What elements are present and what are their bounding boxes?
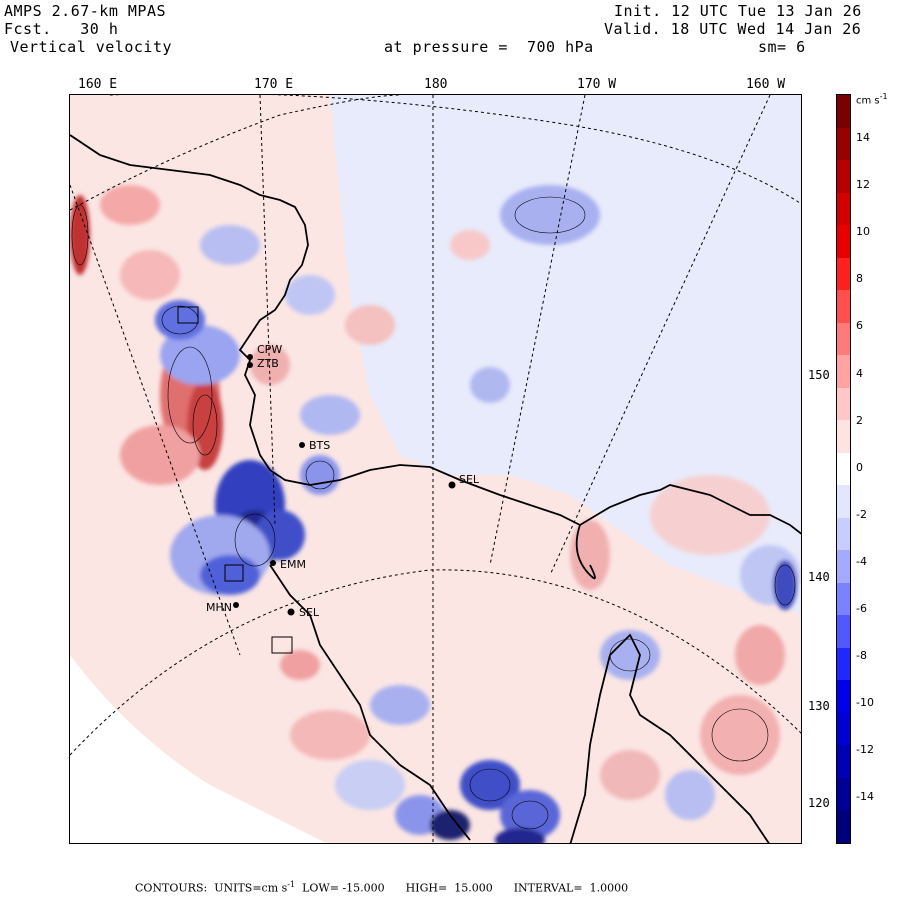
station-box-3 <box>271 636 293 654</box>
level-value: 700 hPa <box>526 38 594 56</box>
vertical-velocity-map: CPW ZTB BTS SEL EMM MHN SEL <box>69 94 802 844</box>
fcst-value: 30 h <box>80 20 119 38</box>
station-box-2 <box>224 564 244 582</box>
footer-units: UNITS=cm s <box>214 881 288 895</box>
colorbar-units-exp: -1 <box>879 92 888 101</box>
field-name: Vertical velocity <box>10 38 173 56</box>
colorbar-tick-label: 4 <box>856 366 863 380</box>
colorbar-tick-label: 12 <box>856 178 870 192</box>
station-label-emm: EMM <box>280 558 306 571</box>
lon-label-170e: 170 E <box>254 77 294 92</box>
colorbar-segment <box>837 127 850 161</box>
colorbar-tick-label: 2 <box>856 413 863 427</box>
footer: CONTOURS: UNITS=cm s-1 LOW= -15.000 HIGH… <box>135 880 628 895</box>
pressure-level: at pressure = 700 hPa <box>384 38 594 56</box>
colorbar-segment <box>837 810 850 844</box>
colorbar-segment <box>837 192 850 226</box>
colorbar-tick-label: -14 <box>856 790 874 804</box>
velocity-cells <box>70 185 800 843</box>
colorbar-tick-label: -2 <box>856 507 867 521</box>
graticule <box>70 95 801 843</box>
footer-high-value: 15.000 <box>454 881 493 895</box>
map-canvas: CPW ZTB BTS SEL EMM MHN SEL <box>70 95 801 843</box>
no-data-region <box>70 655 327 843</box>
colorbar-segment <box>837 452 850 486</box>
colorbar-tick-label: 0 <box>856 460 863 474</box>
colorbar-tick-label: -8 <box>856 649 867 663</box>
footer-low-label: LOW= <box>302 881 339 895</box>
colorbar-tick-label: -10 <box>856 696 874 710</box>
station-label-sel2: SEL <box>299 606 320 619</box>
lon-label-160w: 160 W <box>746 77 786 92</box>
station-label-ztb: ZTB <box>257 357 279 370</box>
colorbar-segment <box>837 777 850 811</box>
colorbar-units-text: cm s <box>856 95 880 107</box>
station-marker-sel2 <box>287 608 295 616</box>
colorbar-segment <box>837 355 850 389</box>
footer-contours: CONTOURS: <box>135 881 208 895</box>
colorbar-segment <box>837 712 850 746</box>
colorbar-segment <box>837 615 850 649</box>
colorbar-segment <box>837 485 850 519</box>
smoothing: sm= 6 <box>758 38 806 56</box>
colorbar-tick-label: 6 <box>856 319 863 333</box>
station-label-bts: BTS <box>309 439 330 452</box>
colorbar-tick-label: -4 <box>856 554 867 568</box>
colorbar-segment <box>837 647 850 681</box>
colorbar <box>836 94 851 844</box>
colorbar-segment <box>837 517 850 551</box>
lon-label-180: 180 <box>424 77 448 92</box>
station-label-cpw: CPW <box>257 343 282 356</box>
footer-high-label: HIGH= <box>405 881 448 895</box>
colorbar-segment <box>837 95 850 129</box>
valid-time: Valid. 18 UTC Wed 14 Jan 26 <box>604 20 862 38</box>
fcst-label: Fcst. <box>4 20 52 38</box>
footer-low-value: -15.000 <box>342 881 385 895</box>
forecast-hour: Fcst. 30 h <box>4 20 118 38</box>
colorbar-tick-label: 10 <box>856 225 870 239</box>
station-marker-mhn <box>233 602 239 608</box>
colorbar-segment <box>837 387 850 421</box>
colorbar-segment <box>837 225 850 259</box>
station-marker-cpw <box>247 354 253 360</box>
level-prefix: at pressure = <box>384 38 508 56</box>
colorbar-segment <box>837 322 850 356</box>
init-time: Init. 12 UTC Tue 13 Jan 26 <box>614 2 862 20</box>
colorbar-tick-label: 8 <box>856 272 863 286</box>
station-marker-emm <box>270 560 276 566</box>
colorbar-units: cm s-1 <box>856 92 888 106</box>
station-marker-ztb <box>247 362 253 368</box>
footer-units-exp: -1 <box>287 880 296 889</box>
colorbar-tick-label: 14 <box>856 131 870 144</box>
colorbar-segment <box>837 160 850 194</box>
colorbar-segment <box>837 550 850 584</box>
station-box-1 <box>177 306 199 324</box>
colorbar-segment <box>837 680 850 714</box>
contour-lines <box>71 196 796 830</box>
colorbar-segment <box>837 745 850 779</box>
colorbar-segment <box>837 582 850 616</box>
colorbar-tick-label: -6 <box>856 602 867 615</box>
stations: CPW ZTB BTS SEL EMM MHN SEL <box>177 306 480 654</box>
model-title: AMPS 2.67-km MPAS <box>4 2 167 20</box>
station-label-mhn: MHN <box>206 601 232 614</box>
colorbar-segment <box>837 257 850 291</box>
colorbar-tick-label: -12 <box>856 743 874 757</box>
lon-label-160e: 160 E <box>78 77 118 92</box>
station-marker-bts <box>299 442 305 448</box>
colorbar-segment <box>837 420 850 454</box>
coastline <box>70 134 801 843</box>
station-label-sel: SEL <box>459 473 480 486</box>
station-marker-sel <box>448 481 456 489</box>
footer-interval-label: INTERVAL= <box>513 881 583 895</box>
footer-interval-value: 1.0000 <box>589 881 629 895</box>
colorbar-segment <box>837 290 850 324</box>
lon-label-170w: 170 W <box>577 77 617 92</box>
